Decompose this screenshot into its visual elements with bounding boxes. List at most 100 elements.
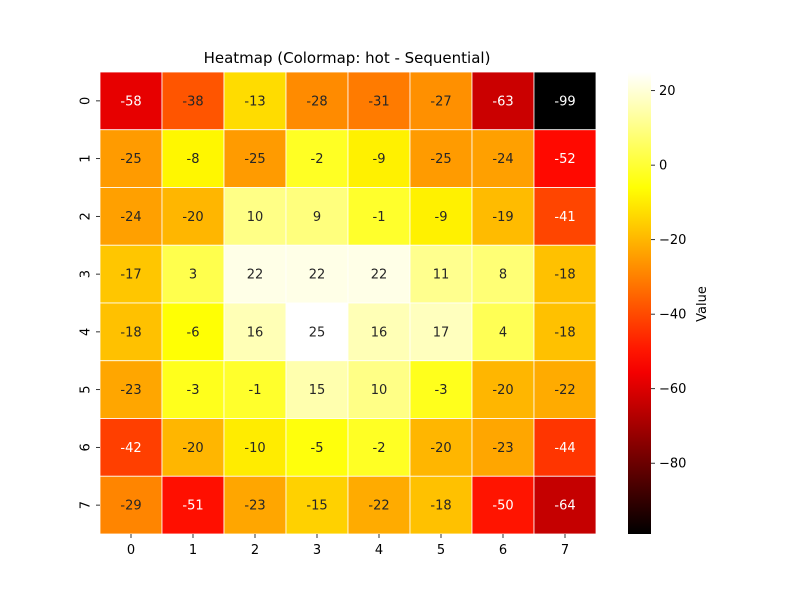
cell-value-label: -18 [554, 268, 575, 283]
heatmap-cell [409, 187, 473, 246]
heatmap-cell [161, 71, 225, 131]
heatmap-cell [347, 244, 411, 304]
cell-value-label: -23 [492, 441, 513, 456]
heatmap-cell [223, 71, 287, 131]
colorbar-label: Value [695, 286, 710, 322]
colorbar-tick-label: −80 [659, 457, 686, 472]
x-tick-label: 6 [499, 543, 507, 558]
cell-value-label: 17 [433, 325, 450, 340]
cell-value-label: 10 [371, 383, 388, 398]
cell-value-label: 3 [189, 268, 197, 283]
heatmap-cell-labels: -58 -38 -13 -28 -31 -27 -63 -99-25 -8 -25 -2 -9 -25-… [120, 94, 575, 513]
cell-value-label: -9 [435, 210, 448, 225]
cell-value-label: -18 [430, 499, 451, 514]
heatmap-cell [285, 129, 349, 188]
cell-value-label: -22 [554, 383, 575, 398]
heatmap-cell [409, 71, 473, 131]
cell-value-label: -38 [182, 94, 203, 109]
heatmap-cell [99, 244, 163, 304]
cell-value-label: 25 [309, 325, 326, 340]
cell-value-label: -3 [435, 383, 448, 398]
cell-value-label: -29 [120, 499, 141, 514]
y-tick-label: 6 [79, 443, 94, 451]
cell-value-label: -2 [373, 441, 386, 456]
cell-value-label: -15 [306, 499, 327, 514]
y-tick-label: 4 [79, 328, 94, 336]
heatmap-cell [223, 187, 287, 246]
heatmap-cell [161, 187, 225, 246]
y-axis: 0 1 2 3 4 5 6 7 [79, 97, 100, 509]
cell-value-label: -8 [187, 152, 200, 167]
cell-value-label: -25 [430, 152, 451, 167]
heatmap-cell [533, 187, 597, 246]
colorbar-tick-label: 0 [659, 159, 667, 174]
heatmap-cell [99, 71, 163, 131]
colorbar-tick-label: −60 [659, 382, 686, 397]
cell-value-label: -17 [120, 268, 141, 283]
cell-value-label: -5 [311, 441, 324, 456]
heatmap-cell [533, 360, 597, 419]
colorbar-tick-label: 20 [659, 84, 676, 99]
cell-value-label: 22 [247, 268, 264, 283]
x-tick-label: 2 [251, 543, 259, 558]
cell-value-label: -20 [182, 210, 203, 225]
cell-value-label: -31 [368, 94, 389, 109]
cell-value-label: -50 [492, 499, 513, 514]
colorbar-tick-label: −40 [659, 308, 686, 323]
cell-value-label: -18 [120, 325, 141, 340]
x-tick-label: 1 [189, 543, 197, 558]
heatmap-cell [409, 360, 473, 419]
colorbar: 20 0 −20 −40 −60 −80 [628, 72, 686, 534]
heatmap-cell [347, 302, 411, 362]
cell-value-label: -23 [244, 499, 265, 514]
cell-value-label: -18 [554, 325, 575, 340]
heatmap-cell [223, 418, 287, 477]
cell-value-label: -20 [182, 441, 203, 456]
heatmap-cell [471, 187, 535, 246]
heatmap-cell [285, 302, 349, 362]
cell-value-label: -99 [554, 94, 575, 109]
heatmap-cell [533, 302, 597, 362]
heatmap-cell [533, 475, 597, 535]
cell-value-label: -23 [120, 383, 141, 398]
heatmap-cells [99, 71, 597, 535]
cell-value-label: 9 [313, 210, 321, 225]
heatmap-cell [533, 418, 597, 477]
cell-value-label: -10 [244, 441, 265, 456]
cell-value-label: 4 [499, 325, 507, 340]
heatmap-cell [223, 244, 287, 304]
heatmap-cell [223, 360, 287, 419]
colorbar-gradient [628, 72, 651, 534]
heatmap-cell [347, 129, 411, 188]
heatmap-cell [533, 71, 597, 131]
heatmap-cell [285, 187, 349, 246]
cell-value-label: -28 [306, 94, 327, 109]
cell-value-label: -27 [430, 94, 451, 109]
cell-value-label: 16 [371, 325, 388, 340]
cell-value-label: -2 [311, 152, 324, 167]
cell-value-label: -25 [120, 152, 141, 167]
heatmap-cell [347, 418, 411, 477]
y-tick-label: 5 [79, 385, 94, 393]
x-tick-label: 0 [127, 543, 135, 558]
cell-value-label: -64 [554, 499, 575, 514]
heatmap-cell [409, 302, 473, 362]
x-tick-label: 5 [437, 543, 445, 558]
cell-value-label: -58 [120, 94, 141, 109]
chart-title: Heatmap (Colormap: hot - Sequential) [204, 49, 491, 67]
heatmap-cell [471, 302, 535, 362]
cell-value-label: -19 [492, 210, 513, 225]
cell-value-label: -41 [554, 210, 575, 225]
cell-value-label: -20 [492, 383, 513, 398]
cell-value-label: -44 [554, 441, 575, 456]
heatmap-cell [533, 129, 597, 188]
cell-value-label: 22 [371, 268, 388, 283]
heatmap-cell [99, 418, 163, 477]
x-tick-label: 3 [313, 543, 321, 558]
cell-value-label: 22 [309, 268, 326, 283]
cell-value-label: -22 [368, 499, 389, 514]
cell-value-label: -1 [249, 383, 262, 398]
heatmap-cell [161, 418, 225, 477]
x-tick-label: 4 [375, 543, 383, 558]
cell-value-label: -25 [244, 152, 265, 167]
